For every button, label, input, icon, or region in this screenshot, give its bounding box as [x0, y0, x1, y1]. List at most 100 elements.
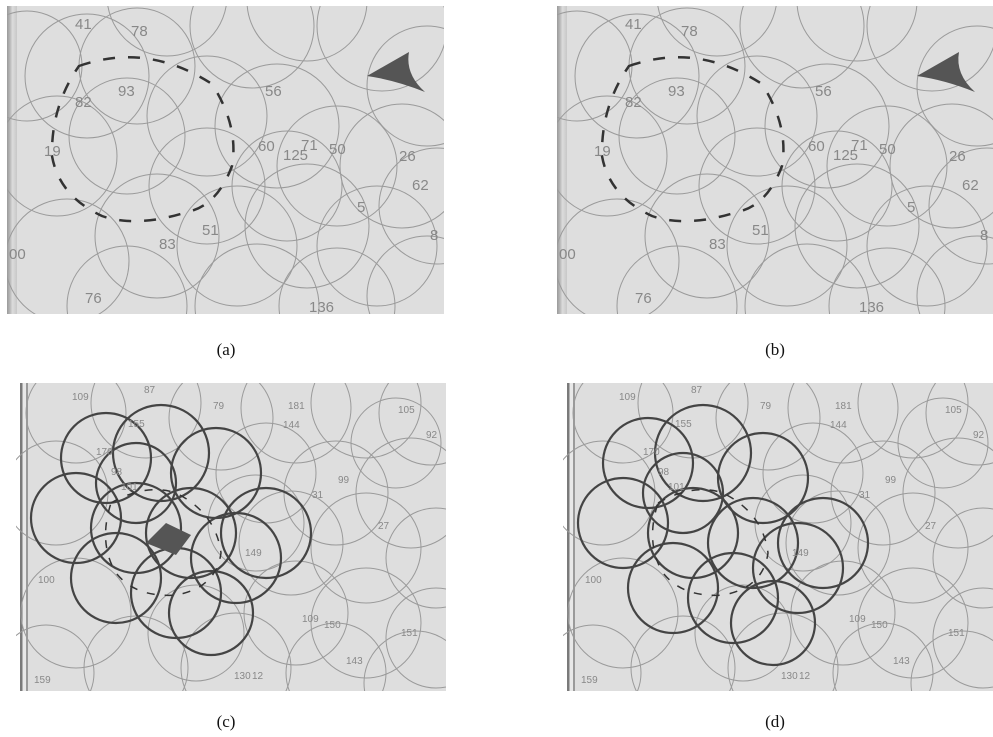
caption-c: (c)	[216, 712, 236, 731]
panel-b: 41 78 82 93 56 19 60 71 50 125 26 62 5 8…	[557, 6, 993, 314]
node-label: 27	[925, 521, 937, 532]
sensor-circle	[238, 490, 344, 596]
node-label: 71	[851, 137, 868, 154]
sensor-circle	[243, 560, 349, 666]
node-label: 125	[283, 147, 308, 164]
node-label: 159	[581, 675, 598, 686]
sensor-circle	[902, 437, 993, 549]
node-label: 8	[980, 227, 988, 244]
highlighted-circle	[144, 486, 238, 580]
sensor-circle	[567, 557, 679, 669]
sensor-circle	[24, 13, 150, 139]
node-label: 19	[594, 143, 611, 160]
sensor-circle	[787, 383, 899, 464]
node-label: 31	[312, 490, 324, 501]
highlighted-circle	[167, 569, 255, 657]
sensor-circle	[785, 490, 891, 596]
highlighted-circle	[189, 511, 283, 605]
coverage-hole	[367, 52, 425, 92]
highlighted-circles	[29, 403, 313, 657]
sensor-circle	[857, 567, 969, 679]
sensor-circle	[630, 615, 736, 691]
sensor-circle	[866, 6, 993, 92]
node-label: 51	[752, 222, 769, 239]
node-label: 170	[96, 447, 113, 458]
node-label: 50	[329, 141, 346, 158]
sensor-circle	[897, 397, 989, 489]
node-label: 19	[44, 143, 61, 160]
sensor-circle	[378, 147, 444, 265]
node-label: 62	[412, 177, 429, 194]
node-label: 78	[131, 23, 148, 40]
sensor-circle	[25, 383, 127, 464]
caption-d: (d)	[765, 712, 785, 731]
sensor-circle	[148, 127, 266, 245]
sensor-circle	[925, 383, 993, 466]
sensor-circle	[189, 6, 315, 89]
sensor-circle	[7, 95, 118, 217]
sensor-circle	[146, 55, 268, 177]
panel-d: 109 87 79 155 181 144 105 92 170 98 101 …	[563, 383, 993, 691]
sensor-circle	[739, 6, 865, 89]
highlighted-circle	[686, 551, 780, 645]
sensor-circle	[657, 6, 777, 57]
coverage-hole	[146, 523, 191, 555]
sensor-circle	[764, 63, 890, 189]
sensor-circle	[16, 624, 95, 691]
node-label: 79	[760, 401, 772, 412]
sensor-circle	[180, 612, 292, 691]
node-label: 109	[72, 392, 89, 403]
node-label: 82	[625, 94, 642, 111]
sensor-circle	[694, 584, 792, 682]
sensor-circle	[932, 587, 993, 689]
sensor-circle	[910, 630, 993, 691]
scrollbar-left	[557, 6, 567, 314]
sensor-circle	[278, 247, 396, 314]
sensor-circle	[107, 6, 227, 57]
node-label: 109	[302, 614, 319, 625]
sensor-circle	[310, 492, 422, 604]
node-label: 00	[9, 246, 26, 263]
sensor-circle	[574, 13, 700, 139]
sensor-circle	[557, 95, 668, 217]
node-label: 56	[815, 83, 832, 100]
sensor-circle	[796, 6, 918, 62]
sensor-circle	[385, 587, 446, 689]
sensor-circle	[832, 622, 934, 691]
sensor-circle	[366, 25, 444, 147]
sensor-circle	[557, 10, 633, 122]
node-label: 26	[949, 148, 966, 165]
sensor-circle	[285, 622, 387, 691]
sensor-circle	[696, 55, 818, 177]
node-label: 144	[283, 420, 300, 431]
highlighted-circles	[576, 403, 870, 667]
node-label: 93	[668, 83, 685, 100]
node-label: 130	[234, 671, 251, 682]
sensor-circle	[94, 173, 220, 299]
node-label: 105	[398, 405, 415, 416]
node-label: 109	[849, 614, 866, 625]
node-label: 92	[973, 430, 985, 441]
node-label: 76	[85, 290, 102, 307]
caption-a: (a)	[216, 340, 236, 359]
sensor-circle	[828, 247, 946, 314]
sensor-circle	[830, 440, 936, 546]
sensor-circle	[7, 10, 83, 122]
sensor-circle	[168, 383, 274, 471]
node-label: 5	[907, 199, 915, 216]
sensor-circle	[90, 383, 202, 459]
sensor-circle	[147, 584, 245, 682]
node-label: 79	[213, 401, 225, 412]
sensor-circle	[866, 185, 988, 307]
sensor-circle	[240, 383, 352, 464]
node-label: 27	[378, 521, 390, 532]
node-label: 78	[681, 23, 698, 40]
node-label: 87	[144, 385, 156, 396]
sensor-circle	[276, 105, 398, 227]
sensor-circle	[644, 173, 770, 299]
node-label: 151	[948, 628, 965, 639]
scrollbar-left	[563, 383, 577, 691]
highlighted-circle	[576, 476, 670, 570]
node-label: 98	[111, 467, 123, 478]
node-label: 100	[585, 575, 602, 586]
